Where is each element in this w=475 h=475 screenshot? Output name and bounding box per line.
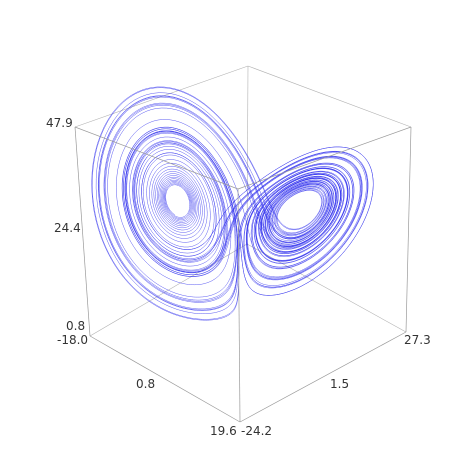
box-edge	[89, 335, 241, 423]
box-edge	[239, 331, 407, 423]
box-edge	[74, 65, 249, 128]
y-tick-label-mid: 1.5	[330, 377, 349, 391]
box-edge	[74, 126, 91, 337]
z-tick-label-top: 47.9	[46, 116, 73, 130]
box-edge	[74, 126, 239, 190]
lorenz-trajectory-line	[91, 86, 374, 321]
y-tick-label-start: -24.2	[241, 424, 272, 438]
box-edge	[237, 188, 241, 423]
x-tick-label-start: -18.0	[57, 333, 88, 347]
bounding-box-front	[74, 126, 412, 423]
z-tick-label-mid: 24.4	[54, 221, 81, 235]
y-tick-label-end: 27.3	[404, 333, 431, 347]
box-edge	[237, 126, 412, 190]
box-edge	[247, 65, 412, 128]
x-tick-label-mid: 0.8	[136, 377, 155, 391]
x-tick-label-end: 19.6	[210, 424, 237, 438]
box-edge	[405, 126, 412, 333]
box-edge	[246, 65, 249, 245]
z-tick-label-bottom: 0.8	[66, 319, 85, 333]
box-edge	[89, 243, 248, 337]
